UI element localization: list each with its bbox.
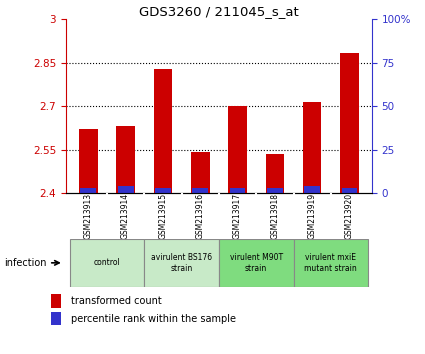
Bar <box>228 106 247 193</box>
Bar <box>340 53 359 193</box>
Text: GSM213916: GSM213916 <box>196 193 205 239</box>
Text: GSM213913: GSM213913 <box>84 193 93 239</box>
Text: GSM213918: GSM213918 <box>270 193 279 239</box>
Bar <box>191 153 210 193</box>
Title: GDS3260 / 211045_s_at: GDS3260 / 211045_s_at <box>139 5 299 18</box>
Text: percentile rank within the sample: percentile rank within the sample <box>71 314 236 324</box>
Text: control: control <box>94 258 120 267</box>
Text: GSM213919: GSM213919 <box>308 193 317 239</box>
Text: GSM213915: GSM213915 <box>159 193 167 239</box>
Text: virulent mxiE
mutant strain: virulent mxiE mutant strain <box>304 253 357 273</box>
Bar <box>144 239 219 287</box>
Bar <box>294 239 368 287</box>
Text: infection: infection <box>4 258 47 268</box>
Bar <box>219 239 294 287</box>
Text: transformed count: transformed count <box>71 296 162 306</box>
Bar <box>266 154 284 193</box>
Bar <box>155 188 171 193</box>
Bar <box>192 188 208 193</box>
Bar <box>267 188 283 193</box>
Text: GSM213914: GSM213914 <box>121 193 130 239</box>
Bar <box>153 69 172 193</box>
Bar <box>51 294 61 308</box>
Bar <box>116 126 135 193</box>
Bar <box>79 129 98 193</box>
Bar <box>51 312 61 325</box>
Bar <box>304 186 320 193</box>
Bar <box>303 102 321 193</box>
Text: GSM213920: GSM213920 <box>345 193 354 239</box>
Bar <box>70 239 144 287</box>
Text: GSM213917: GSM213917 <box>233 193 242 239</box>
Text: avirulent BS176
strain: avirulent BS176 strain <box>151 253 212 273</box>
Bar <box>118 186 133 193</box>
Bar <box>80 188 96 193</box>
Text: virulent M90T
strain: virulent M90T strain <box>230 253 283 273</box>
Bar <box>342 188 357 193</box>
Bar <box>230 188 246 193</box>
